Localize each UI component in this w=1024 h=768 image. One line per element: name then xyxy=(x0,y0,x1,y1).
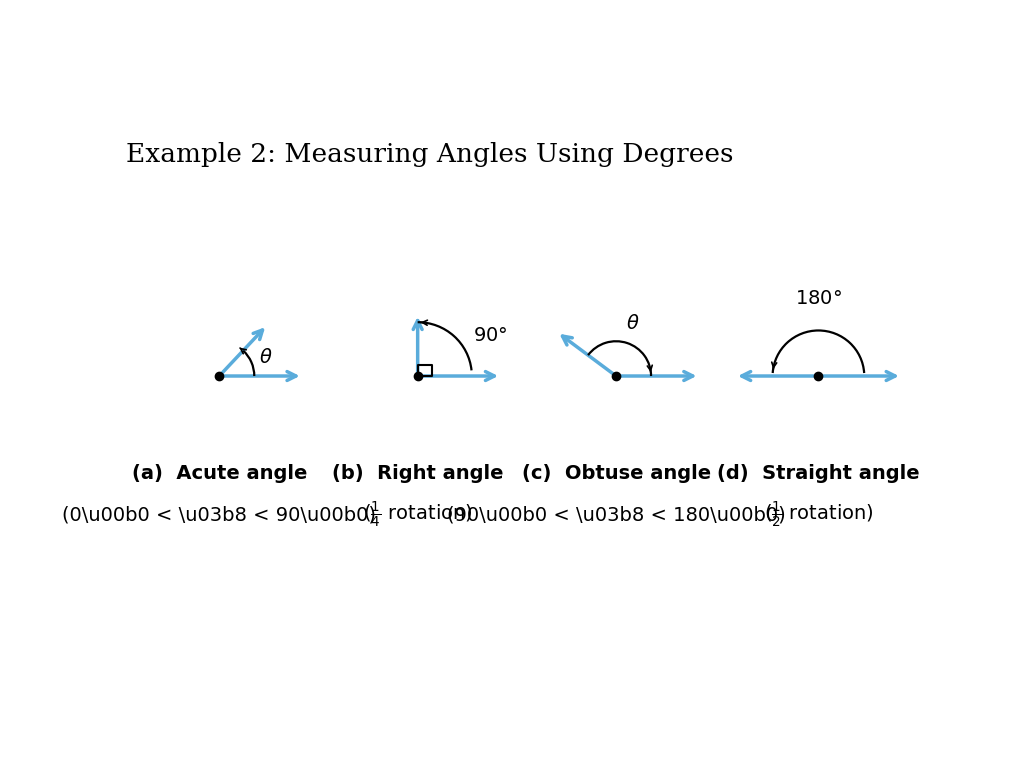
Text: (90\u00b0 < \u03b8 < 180\u00b0): (90\u00b0 < \u03b8 < 180\u00b0) xyxy=(446,505,785,525)
Text: (c)  Obtuse angle: (c) Obtuse angle xyxy=(521,464,711,483)
Text: $90°$: $90°$ xyxy=(473,326,507,345)
Text: $\theta$: $\theta$ xyxy=(259,348,272,367)
Text: (a)  Acute angle: (a) Acute angle xyxy=(131,464,307,483)
Text: (d)  Straight angle: (d) Straight angle xyxy=(717,464,920,483)
Text: ($\frac{1}{4}$ rotation): ($\frac{1}{4}$ rotation) xyxy=(362,500,472,530)
Text: ($\frac{1}{2}$ rotation): ($\frac{1}{2}$ rotation) xyxy=(764,500,873,530)
Text: $\theta$: $\theta$ xyxy=(626,313,639,333)
Text: (0\u00b0 < \u03b8 < 90\u00b0): (0\u00b0 < \u03b8 < 90\u00b0) xyxy=(62,505,376,525)
Text: Example 2: Measuring Angles Using Degrees: Example 2: Measuring Angles Using Degree… xyxy=(126,142,733,167)
Text: (b)  Right angle: (b) Right angle xyxy=(332,464,504,483)
Text: $180°$: $180°$ xyxy=(795,289,842,308)
